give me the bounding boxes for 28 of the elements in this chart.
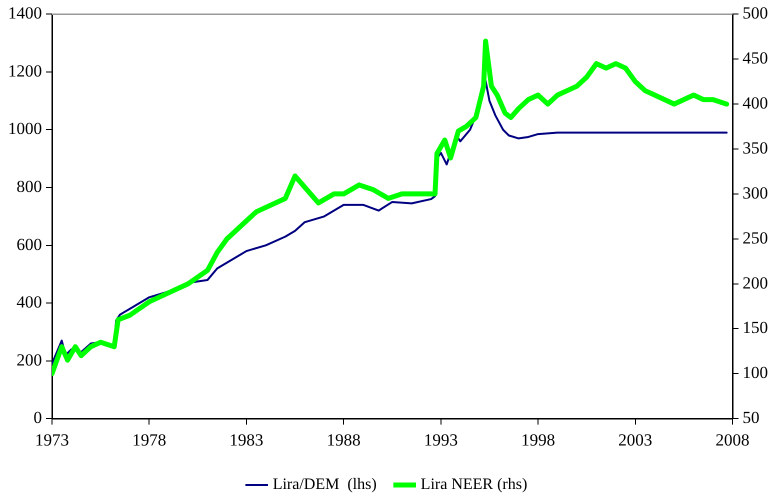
y2-tick-label: 400 <box>742 94 768 113</box>
y-tick-label: 200 <box>16 350 42 370</box>
y2-tick-label: 200 <box>742 273 768 292</box>
y-tick-label: 1400 <box>8 4 42 23</box>
y-tick-label: 1000 <box>8 119 42 138</box>
x-tick-label: 1998 <box>521 430 556 450</box>
legend-label: Lira NEER (rhs) <box>420 476 528 494</box>
y2-tick-label: 250 <box>742 228 768 248</box>
y-tick-label: 0 <box>34 408 42 428</box>
legend-label: Lira/DEM (lhs) <box>272 476 377 494</box>
y2-tick-label: 50 <box>742 408 760 428</box>
x-tick-label: 1983 <box>229 430 264 450</box>
y-tick-label: 600 <box>16 234 42 254</box>
x-tick-label: 1978 <box>132 430 166 450</box>
y2-tick-label: 350 <box>742 138 768 158</box>
x-tick-label: 2008 <box>716 430 750 450</box>
y2-tick-label: 300 <box>742 183 768 202</box>
y2-tick-label: 450 <box>742 48 768 68</box>
x-tick-label: 2003 <box>618 430 652 450</box>
y-tick-label: 400 <box>16 292 42 312</box>
y2-tick-label: 150 <box>742 318 768 338</box>
y-tick-label: 1200 <box>8 61 42 80</box>
x-tick-label: 1988 <box>326 430 361 450</box>
x-tick-label: 1973 <box>35 430 69 450</box>
y2-tick-label: 500 <box>742 4 768 23</box>
x-tick-label: 1993 <box>424 430 458 450</box>
y-tick-label: 800 <box>16 176 42 196</box>
y2-tick-label: 100 <box>742 363 768 382</box>
